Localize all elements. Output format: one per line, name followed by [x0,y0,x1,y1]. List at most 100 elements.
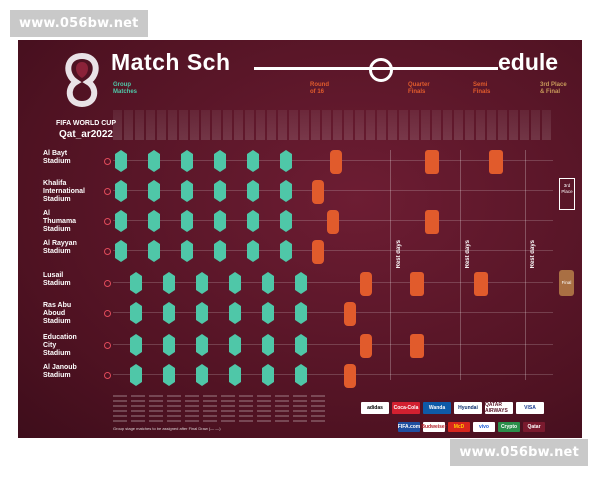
rest-days-label: Rest days [465,240,471,269]
date-column [531,110,540,140]
stadium-label: Al Rayyan Stadium [43,240,77,255]
group-match-marker [214,240,226,262]
date-column [124,110,133,140]
row-line [113,374,553,375]
group-match-marker [130,272,142,294]
ball-ring-icon [369,58,393,82]
date-column [289,110,298,140]
sponsor-logo: adidas [361,402,389,414]
group-match-marker [280,150,292,172]
group-match-marker [214,210,226,232]
group-match-marker [115,180,127,202]
date-column [520,110,529,140]
date-column [113,110,122,140]
date-column [234,110,243,140]
round16-marker [360,334,372,358]
round16-marker [312,240,324,264]
sponsor-logo: Coca-Cola [392,402,420,414]
date-column [443,110,452,140]
round16-marker [360,272,372,296]
date-column [278,110,287,140]
world-cup-emblem-icon [65,52,99,108]
stage-header: Quarter Finals [408,82,430,95]
date-column [267,110,276,140]
row-line [113,312,553,313]
third-place-box: 3rd Place [559,178,575,210]
date-column [542,110,551,140]
sponsor-logo: Wanda [423,402,451,414]
group-match-marker [280,210,292,232]
group-match-marker [262,302,274,324]
group-match-marker [181,150,193,172]
watermark-top: www.056bw.net [10,10,148,37]
stage-header: Round of 16 [310,82,329,95]
group-match-marker [262,334,274,356]
date-column [509,110,518,140]
group-match-marker [247,240,259,262]
group-match-marker [214,150,226,172]
date-column [399,110,408,140]
schedule-poster: FIFA WORLD CUP Qat_ar2022 Match Sch edul… [18,40,582,438]
semifinal-marker [474,272,488,296]
group-match-marker [130,364,142,386]
group-match-marker [115,150,127,172]
group-match-marker [181,210,193,232]
group-table [113,395,328,425]
group-match-marker [196,272,208,294]
group-match-marker [196,302,208,324]
date-column [157,110,166,140]
date-column [377,110,386,140]
group-match-marker [229,272,241,294]
group-match-marker [148,240,160,262]
group-match-marker [247,210,259,232]
date-column [344,110,353,140]
stadium-label: Al Janoub Stadium [43,364,77,379]
group-match-marker [196,334,208,356]
page-title-right: edule [498,49,559,75]
sponsor-logo: VISA [516,402,544,414]
date-column [300,110,309,140]
rest-days-label: Rest days [396,240,402,269]
row-line [113,282,553,283]
date-column [256,110,265,140]
row-marker-icon [104,248,111,255]
group-match-marker [163,364,175,386]
date-column [212,110,221,140]
rest-days-label: Rest days [530,240,536,269]
date-column [355,110,364,140]
date-column [146,110,155,140]
date-column [168,110,177,140]
date-column [388,110,397,140]
sponsor-row-2: FIFA.com Budweiser McD vivo Crypto Qatar [398,422,545,432]
stadium-label: Khalifa International Stadium [43,180,86,203]
round16-marker [330,150,342,174]
divider-line [390,150,391,380]
date-column [223,110,232,140]
stadium-label: Al Thumama Stadium [43,210,77,233]
group-match-marker [130,334,142,356]
quarterfinal-marker [410,334,424,358]
row-line [113,190,553,191]
group-match-marker [247,180,259,202]
group-match-marker [196,364,208,386]
group-match-marker [163,302,175,324]
group-match-marker [115,210,127,232]
quarterfinal-marker [425,150,439,174]
group-match-marker [130,302,142,324]
footnote: Group stage matches to be assigned after… [113,426,221,431]
date-column [465,110,474,140]
group-match-marker [295,364,307,386]
row-marker-icon [104,280,111,287]
sponsor-logo: Hyundai [454,402,482,414]
sponsor-logo: Qatar [523,422,545,432]
sponsor-logo: McD [448,422,470,432]
stadium-label: Lusail Stadium [43,272,71,287]
row-line [113,250,553,251]
group-match-marker [229,334,241,356]
row-marker-icon [104,310,111,317]
row-marker-icon [104,188,111,195]
date-column [322,110,331,140]
date-column [190,110,199,140]
watermark-bottom: www.056bw.net [450,439,588,466]
round16-marker [327,210,339,234]
